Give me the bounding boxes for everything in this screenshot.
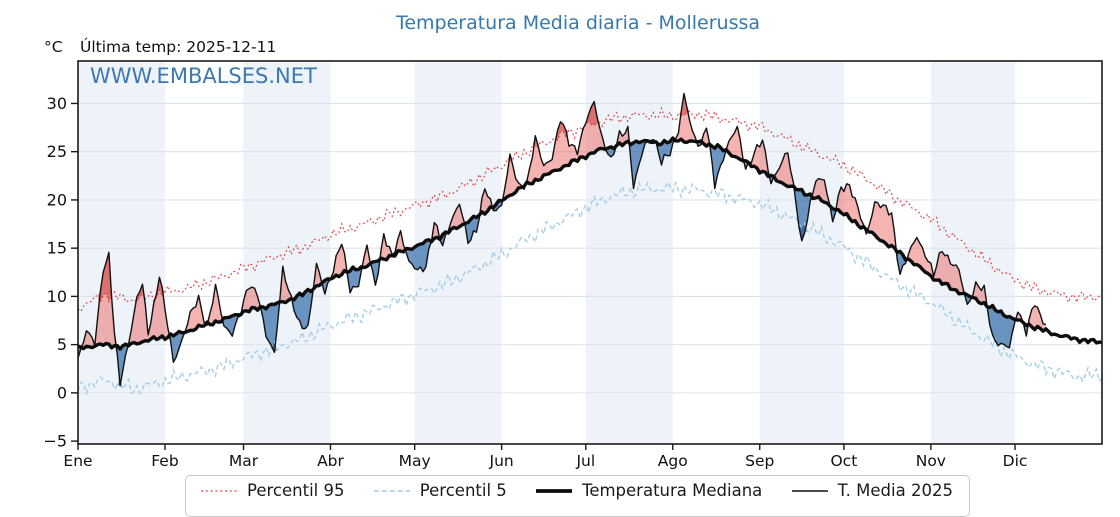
watermark: WWW.EMBALSES.NET [90, 64, 317, 88]
mediana-line-icon [536, 488, 573, 493]
warm-anomaly-fill [78, 93, 1046, 349]
percentile-95-line [78, 106, 1102, 313]
x-tick-label: Feb [151, 452, 178, 470]
last-temp-label: Última temp: 2025-12-11 [80, 37, 276, 56]
temperature-chart-page: { "header": { "title": "Temperatura Medi… [43, 12, 1103, 517]
y-tick-label: 30 [47, 94, 67, 113]
legend-item-percentil-95: Percentil 95 [200, 481, 345, 500]
chart-legend: Percentil 95 Percentil 5 Temperatura Med… [185, 475, 970, 517]
t-media-2025-line [78, 92, 1046, 387]
x-tick-label: Abr [317, 452, 344, 470]
x-tick-label: Dic [1003, 452, 1028, 470]
chart-title: Temperatura Media diaria - Mollerussa [395, 12, 760, 34]
percentil-5-path [78, 180, 1102, 396]
month-band [930, 61, 1016, 444]
month-band [243, 61, 331, 444]
month-band [585, 61, 673, 444]
cold-fill-median [78, 138, 1046, 386]
x-tick-label: Jul [575, 452, 595, 470]
percentil-95-path [78, 106, 1102, 313]
x-tick-label: Sep [745, 452, 774, 470]
y-tick-label: 15 [47, 239, 67, 258]
y-tick-label: 5 [57, 335, 67, 354]
cold-fill-p5 [78, 182, 1046, 394]
y-tick-label: 0 [57, 383, 67, 402]
legend-label: Percentil 95 [247, 481, 345, 500]
month-band [759, 61, 844, 444]
x-tick-label: Mar [229, 452, 259, 470]
x-tick-label: Nov [916, 452, 946, 470]
x-tick-label: Oct [830, 452, 857, 470]
y-tick-label: −5 [43, 432, 67, 451]
legend-label: Percentil 5 [419, 481, 507, 500]
y-tick-label: 20 [47, 190, 67, 209]
plot-border [77, 60, 1103, 445]
warm-fill-median [78, 93, 1046, 349]
month-bands [78, 61, 1016, 444]
warm-fill-p95 [78, 93, 1046, 312]
legend-item-t-media-2025: T. Media 2025 [791, 481, 953, 500]
axis-ticks: −5 0 5 10 15 20 25 30 Ene Feb Mar Abr May Jun Jul Ago Se… [43, 94, 1027, 470]
y-tick-label: 25 [47, 142, 67, 161]
x-tick-label: Ene [63, 452, 92, 470]
percentile-5-line [78, 180, 1102, 396]
legend-item-temperatura-mediana: Temperatura Mediana [535, 481, 762, 500]
mediana-path [78, 136, 1102, 351]
x-tick-label: Ago [658, 452, 688, 470]
temperature-chart-canvas: Temperatura Media diaria - Mollerussa °C… [43, 12, 1103, 470]
median-line [78, 136, 1102, 351]
cold-anomaly-fill [78, 138, 1046, 394]
y-tick-label: 10 [47, 287, 67, 306]
legend-label: T. Media 2025 [837, 481, 953, 500]
gridlines [78, 102, 1102, 394]
legend-item-percentil-5: Percentil 5 [373, 481, 507, 500]
y-axis-unit-label: °C [44, 38, 63, 56]
t-media-2025-line-icon [791, 489, 828, 492]
t-media-2025-path [78, 92, 1046, 387]
x-tick-label: May [399, 452, 431, 470]
month-band [414, 61, 502, 444]
legend-label: Temperatura Mediana [582, 481, 763, 500]
x-tick-label: Jun [489, 452, 514, 470]
percentil-5-line-icon [373, 489, 410, 492]
percentil-95-line-icon [201, 489, 237, 492]
